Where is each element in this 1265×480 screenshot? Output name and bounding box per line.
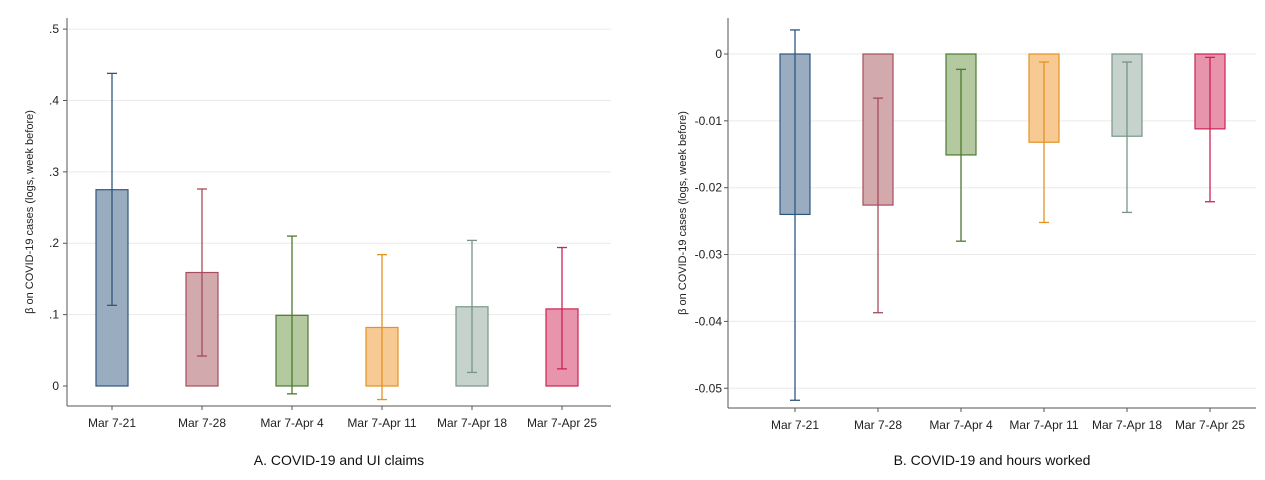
panel-a: 0 .1 .2 .3 .4 .5 Mar 7-21 Mar 7-28 Mar 7-Apr 4 Ma…	[24, 18, 611, 468]
error-bar	[467, 239, 477, 374]
y-tick-label: 0	[715, 47, 722, 61]
y-tick-label: 0	[52, 379, 59, 393]
error-bar	[790, 29, 800, 401]
x-tick-label: Mar 7-Apr 11	[347, 416, 416, 430]
y-axis-title: β on COVID-19 cases (logs, week before)	[24, 110, 36, 314]
error-bar	[557, 246, 567, 370]
y-tick-label: .3	[49, 165, 59, 179]
panel-b: 0 -0.01 -0.02 -0.03 -0.04 -0.05 Mar 7-21 Mar 7-…	[677, 18, 1256, 468]
error-bar	[873, 97, 883, 314]
error-bar	[377, 254, 387, 401]
x-tick-label: Mar 7-Apr 18	[1092, 418, 1162, 432]
x-tick-label: Mar 7-Apr 11	[1009, 418, 1078, 432]
x-tick-label: Mar 7-21	[771, 418, 819, 432]
x-tick-label: Mar 7-Apr 4	[260, 416, 324, 430]
error-bar	[107, 72, 117, 306]
error-bar	[1205, 56, 1215, 203]
x-tick-label: Mar 7-28	[178, 416, 226, 430]
error-bar	[956, 68, 966, 242]
y-tick-label: .4	[49, 93, 59, 107]
x-tick-label: Mar 7-Apr 4	[929, 418, 993, 432]
x-tick-label: Mar 7-Apr 25	[1175, 418, 1245, 432]
x-tick-label: Mar 7-Apr 25	[527, 416, 597, 430]
y-tick-label: -0.04	[695, 314, 723, 328]
panel-caption: A. COVID-19 and UI claims	[254, 452, 424, 468]
x-tick-label: Mar 7-28	[854, 418, 902, 432]
x-tick-label: Mar 7-Apr 18	[437, 416, 507, 430]
y-tick-label: .1	[49, 308, 59, 322]
y-tick-label: -0.03	[695, 248, 723, 262]
error-bar	[197, 188, 207, 357]
y-tick-label: -0.02	[695, 181, 723, 195]
y-tick-label: -0.05	[695, 381, 723, 395]
error-bar	[287, 235, 297, 395]
panel-caption: B. COVID-19 and hours worked	[894, 452, 1091, 468]
error-bar	[1122, 61, 1132, 214]
x-tick-label: Mar 7-21	[88, 416, 136, 430]
y-tick-label: .2	[49, 236, 59, 250]
y-tick-label: .5	[49, 22, 59, 36]
y-tick-label: -0.01	[695, 114, 723, 128]
y-axis-title: β on COVID-19 cases (logs, week before)	[677, 111, 689, 315]
error-bar	[1039, 61, 1049, 224]
